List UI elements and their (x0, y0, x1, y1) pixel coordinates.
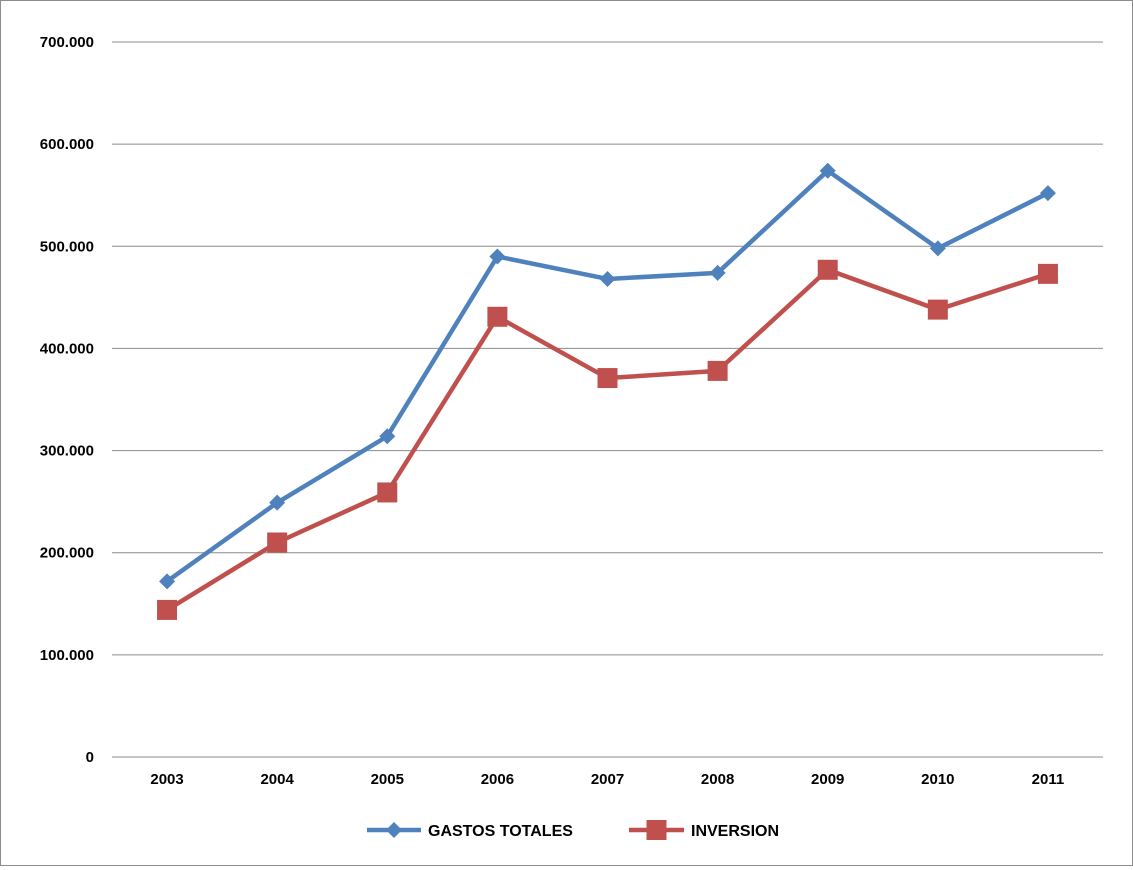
data-point (929, 240, 946, 257)
data-point (269, 494, 286, 511)
y-tick-label: 400.000 (40, 340, 94, 357)
legend-label: GASTOS TOTALES (428, 823, 573, 840)
x-tick-label: 2004 (260, 771, 294, 788)
x-tick-label: 2007 (591, 771, 624, 788)
y-tick-label: 100.000 (40, 647, 94, 664)
x-tick-label: 2005 (371, 771, 404, 788)
legend-item: GASTOS TOTALES (367, 822, 573, 840)
legend-swatch-marker (646, 820, 667, 840)
data-point (267, 532, 288, 553)
data-point (159, 573, 176, 590)
data-point (487, 306, 508, 327)
legend-swatch-marker (386, 822, 402, 838)
y-tick-label: 300.000 (40, 443, 94, 460)
series-gastos-totales (159, 162, 1056, 590)
data-point (817, 259, 838, 280)
data-point (707, 360, 728, 381)
series-lines (157, 162, 1058, 620)
x-axis-tick-labels: 2003 2004 2005 2006 2007 2008 2009 2010 2011 (150, 771, 1064, 788)
x-tick-label: 2006 (481, 771, 514, 788)
data-point (1039, 185, 1056, 202)
data-point (597, 368, 618, 389)
series-line (165, 267, 1049, 612)
data-point (819, 162, 836, 179)
data-point (379, 428, 396, 445)
data-point (489, 248, 506, 265)
data-point (599, 270, 616, 287)
y-axis-tick-labels: 0 100.000 200.000 300.000 400.000 500.000 600.… (40, 34, 94, 766)
legend-label: INVERSION (691, 823, 779, 840)
series-inversion (157, 259, 1058, 620)
y-tick-label: 600.000 (40, 136, 94, 153)
x-tick-label: 2011 (1032, 771, 1065, 788)
x-tick-label: 2008 (701, 771, 734, 788)
y-tick-label: 200.000 (40, 545, 94, 562)
x-tick-label: 2009 (811, 771, 844, 788)
legend: GASTOS TOTALES INVERSION (367, 820, 779, 840)
data-point (1037, 263, 1058, 284)
data-point (927, 299, 948, 320)
x-tick-label: 2003 (150, 771, 183, 788)
x-tick-label: 2010 (921, 771, 954, 788)
data-point (157, 599, 178, 620)
gridlines (112, 41, 1103, 758)
data-point (377, 482, 398, 503)
data-point (709, 264, 726, 281)
y-tick-label: 500.000 (40, 238, 94, 255)
y-tick-label: 700.000 (40, 34, 94, 51)
legend-item: INVERSION (629, 820, 779, 840)
y-tick-label: 0 (86, 749, 94, 766)
